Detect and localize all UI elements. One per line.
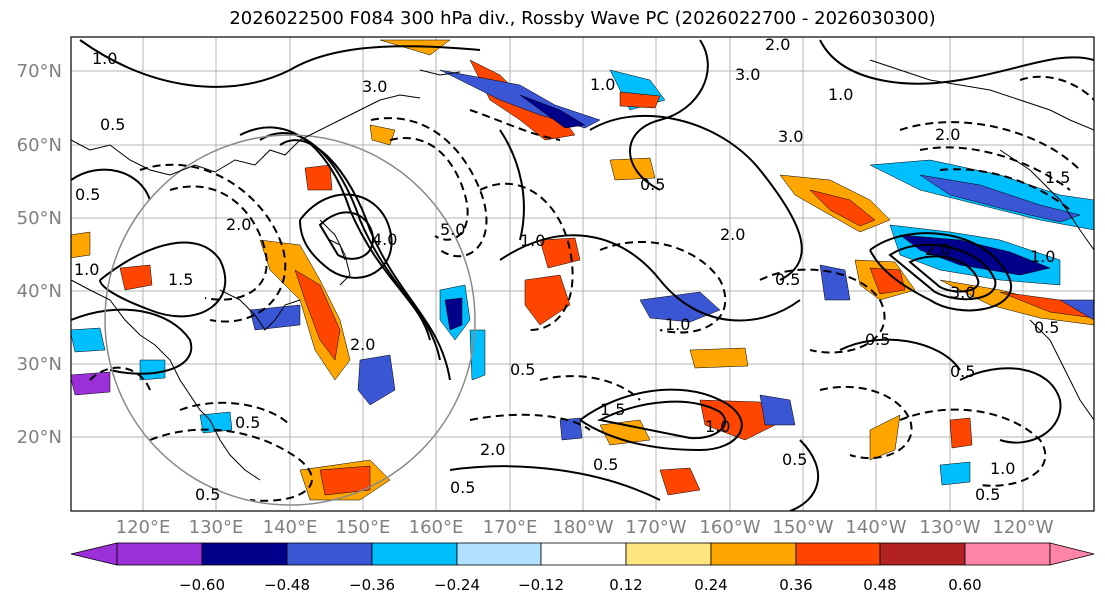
contour-label: 0.5 [593, 455, 618, 474]
contour-label: 3.0 [778, 127, 803, 146]
contour-label: 0.5 [865, 330, 890, 349]
colorbar-tick-label: 0.60 [948, 576, 982, 594]
colorbar-tick-label: 0.48 [863, 576, 897, 594]
contour-labels: 1.0 0.5 0.5 1.0 1.5 2.0 3.0 2.0 4.0 5.0 … [74, 35, 1070, 504]
colorbar-bin [710, 542, 797, 566]
lon-label: 160°W [699, 517, 761, 538]
reference-circle [104, 134, 476, 506]
contour-label: 3.0 [950, 283, 975, 302]
lat-label: 70°N [16, 61, 62, 82]
contour-label: 0.5 [450, 478, 475, 497]
lon-label: 180°W [552, 517, 614, 538]
contour-label: 3.0 [735, 65, 760, 84]
colorbar-tick-label: −0.60 [179, 576, 225, 594]
lon-label: 120°E [115, 517, 171, 538]
colorbar-bin [116, 542, 203, 566]
colorbar-tick-label: −0.12 [518, 576, 564, 594]
contour-label: 0.5 [195, 485, 220, 504]
map-title: 2026022500 F084 300 hPa div., Rossby Wav… [229, 8, 936, 29]
contour-label: 1.0 [74, 260, 99, 279]
contour-label: 2.0 [480, 440, 505, 459]
contour-label: 0.5 [775, 270, 800, 289]
lat-label: 30°N [16, 354, 62, 375]
contour-label: 1.5 [1045, 168, 1070, 187]
lon-label: 170°E [482, 517, 538, 538]
contour-label: 1.0 [520, 231, 545, 250]
contour-label: 0.5 [640, 175, 665, 194]
contour-label: 1.0 [705, 417, 730, 436]
colorbar-bin [879, 542, 966, 566]
divergence-shading [71, 39, 1094, 501]
lat-label: 40°N [16, 281, 62, 302]
lon-label: 130°W [919, 517, 981, 538]
colorbar-tick-label: −0.48 [264, 576, 310, 594]
contour-label: 1.0 [590, 75, 615, 94]
contour-label: 2.0 [935, 125, 960, 144]
lon-label: 120°W [992, 517, 1054, 538]
lon-label: 150°E [335, 517, 391, 538]
contour-label: 0.5 [950, 362, 975, 381]
lat-label: 50°N [16, 208, 62, 229]
contour-label: 0.5 [510, 360, 535, 379]
colorbar-bin [964, 542, 1051, 566]
lon-label: 160°E [408, 517, 464, 538]
contour-label: 1.0 [665, 315, 690, 334]
solid-contours [71, 39, 1094, 511]
colorbar-tick-label: 0.36 [779, 576, 813, 594]
colorbar-bin [625, 542, 712, 566]
contour-label: 1.0 [92, 49, 117, 68]
contour-label: 2.0 [226, 215, 251, 234]
colorbar-bin [286, 542, 373, 566]
contour-label: 2.0 [350, 335, 375, 354]
contour-label: 1.5 [168, 270, 193, 289]
lon-label: 140°W [845, 517, 907, 538]
contour-label: 0.5 [100, 115, 125, 134]
colorbar-bin [540, 542, 627, 566]
colorbar-bin [201, 542, 288, 566]
contour-label: 2.0 [925, 240, 950, 259]
colorbar-tick-label: 0.24 [694, 576, 728, 594]
contour-label: 4.0 [372, 230, 397, 249]
contour-label: 5.0 [440, 220, 465, 239]
lon-label: 170°W [625, 517, 687, 538]
contour-label: 0.5 [975, 485, 1000, 504]
lon-label: 130°E [188, 517, 244, 538]
map-frame [70, 36, 1095, 512]
contour-label: 0.5 [235, 413, 260, 432]
contour-label: 2.0 [720, 225, 745, 244]
lat-label: 60°N [16, 135, 62, 156]
colorbar-bin [371, 542, 458, 566]
contour-label: 1.0 [1030, 247, 1055, 266]
dashed-contours [89, 75, 1094, 502]
contour-label: 1.0 [990, 459, 1015, 478]
lat-label: 20°N [16, 427, 62, 448]
contour-label: 0.5 [1034, 318, 1059, 337]
lon-label: 150°W [772, 517, 834, 538]
contour-label: 0.5 [782, 450, 807, 469]
colorbar [70, 542, 1095, 566]
lon-label: 140°E [262, 517, 318, 538]
contour-label: 2.0 [765, 35, 790, 54]
colorbar-tick-label: −0.36 [349, 576, 395, 594]
colorbar-high-extend [1049, 542, 1095, 566]
contour-label: 0.5 [75, 185, 100, 204]
colorbar-tick-label: 0.12 [609, 576, 643, 594]
colorbar-bin [456, 542, 542, 566]
contour-label: 1.0 [828, 85, 853, 104]
contour-label: 3.0 [362, 77, 387, 96]
coastlines [71, 59, 1094, 481]
colorbar-low-extend [70, 542, 118, 566]
colorbar-tick-label: −0.24 [434, 576, 480, 594]
contour-label: 1.5 [600, 400, 625, 419]
colorbar-bin [795, 542, 881, 566]
